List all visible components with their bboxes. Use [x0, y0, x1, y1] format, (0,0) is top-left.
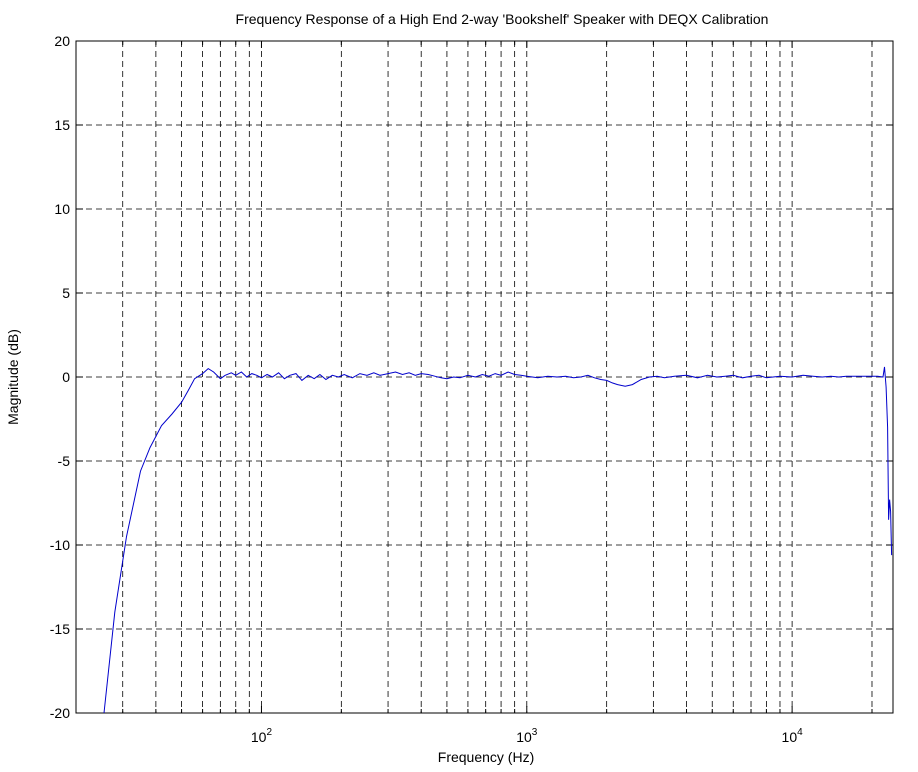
y-tick-label: 0: [62, 369, 70, 385]
y-tick-label: 5: [62, 285, 70, 301]
x-axis-label: Frequency (Hz): [438, 749, 534, 765]
y-tick-label: 15: [54, 117, 70, 133]
y-tick-label: -10: [50, 537, 70, 553]
y-tick-label: -15: [50, 621, 70, 637]
x-tick-label: 104: [782, 727, 804, 745]
grid: [76, 41, 893, 713]
y-tick-label: 10: [54, 201, 70, 217]
series-line: [103, 366, 893, 714]
axis-ticks: [76, 40, 893, 714]
chart-title: Frequency Response of a High End 2-way '…: [236, 11, 769, 27]
series-group: [103, 366, 893, 714]
y-tick-label: -20: [50, 705, 70, 721]
x-tick-label: 102: [251, 727, 273, 745]
y-axis-label: Magnitude (dB): [5, 329, 21, 425]
y-tick-label: -5: [58, 453, 71, 469]
y-tick-label: 20: [54, 33, 70, 49]
x-tick-label: 103: [516, 727, 538, 745]
tick-labels: -20 -15 -10 -5 0 5 10 15 20 102 103 104: [50, 33, 803, 745]
